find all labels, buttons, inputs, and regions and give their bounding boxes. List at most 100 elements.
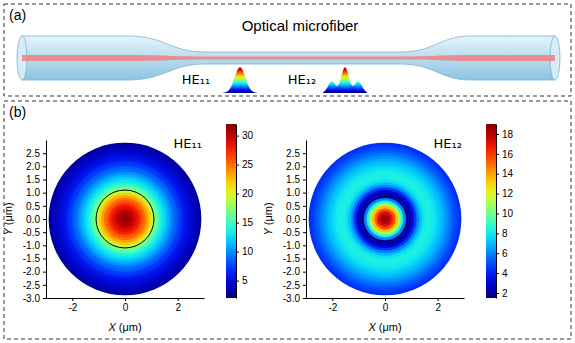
tick: -2.5 <box>23 280 46 291</box>
tick: 2 <box>496 288 508 299</box>
tick-label: 2.0 <box>286 161 300 172</box>
tick-label: 1.0 <box>26 187 40 198</box>
tick-mark <box>43 245 46 246</box>
tick-label: 12 <box>502 188 514 199</box>
tick: -2 <box>68 298 77 313</box>
tick-mark <box>303 298 306 299</box>
tick-mark <box>303 285 306 286</box>
tick-mark <box>496 293 499 294</box>
tick-mark <box>178 298 179 301</box>
heatmap-ring <box>343 177 427 261</box>
tick: 5 <box>236 275 248 286</box>
tick-mark <box>496 233 499 234</box>
heatmap-ring <box>367 201 404 238</box>
axis: 24681012141618 <box>496 125 514 299</box>
tick-mark <box>43 193 46 194</box>
heatmap-ring <box>353 187 416 250</box>
heatmap-ring <box>346 180 425 259</box>
axis: 2.52.01.51.00.50.0-0.5-1.0-1.5-2.0-2.5-3… <box>283 141 307 304</box>
axis-line <box>496 125 497 299</box>
tick-mark <box>43 166 46 167</box>
tick-label: 0.5 <box>286 201 300 212</box>
panel-frame <box>4 101 571 339</box>
heatmap-ring <box>62 156 188 282</box>
heatmap-ring <box>120 214 131 225</box>
heatmap-ring <box>86 180 165 259</box>
tick: 8 <box>496 228 508 239</box>
tick: 6 <box>496 248 508 259</box>
heatmap-ring <box>112 206 138 232</box>
axis-line <box>306 141 307 299</box>
heatmap-ring <box>348 182 422 256</box>
tick: -3.0 <box>23 293 46 304</box>
tick-mark <box>43 285 46 286</box>
colorbar <box>226 124 236 298</box>
tick-label: 6 <box>502 248 508 259</box>
heatmap-ring <box>338 172 433 267</box>
mode-label: HE₁₂ <box>288 72 316 87</box>
tick: 1.0 <box>286 187 306 198</box>
heatmap-ring <box>324 158 445 279</box>
tick: 10 <box>496 208 514 219</box>
tick-mark <box>496 134 499 135</box>
tick: 2.0 <box>286 161 306 172</box>
heatmap-ring <box>314 148 456 290</box>
tick-mark <box>43 219 46 220</box>
tick-mark <box>303 272 306 273</box>
heatmap-ring <box>356 190 414 248</box>
heatmap-ring <box>83 177 167 261</box>
heatmap-ring <box>330 164 441 275</box>
tick-label: -3.0 <box>283 293 301 304</box>
tick: 1.0 <box>26 187 46 198</box>
tick: 1.5 <box>26 174 46 185</box>
axis-title-unit: (μm) <box>2 202 14 228</box>
heatmap-ring <box>93 187 156 250</box>
tick-label: -0.5 <box>283 227 301 238</box>
heatmap-ring <box>311 145 458 292</box>
tick-label: 0.5 <box>26 201 40 212</box>
heatmap-ring <box>51 145 198 292</box>
tick-label: 0.0 <box>286 214 300 225</box>
tick: 0 <box>123 298 129 313</box>
tick: 20 <box>236 188 254 199</box>
heatmap-ring <box>117 211 133 227</box>
axis-title-unit: (μm) <box>116 321 142 333</box>
tick-mark <box>43 298 46 299</box>
tick: 2.0 <box>26 161 46 172</box>
heatmap-ring <box>104 198 146 240</box>
tick-mark <box>303 153 306 154</box>
tick: 1.5 <box>286 174 306 185</box>
tick-label: -1.0 <box>23 240 41 251</box>
tick-label: 30 <box>242 130 254 141</box>
tick: -2 <box>328 298 337 313</box>
fiber-core <box>22 55 555 61</box>
heatmap-ring <box>351 185 419 253</box>
heatmap-ring <box>59 153 191 285</box>
tick-label: 2 <box>435 302 441 313</box>
tick: 0.5 <box>26 201 46 212</box>
heatmap-ring <box>75 169 175 269</box>
tick-label: -2.0 <box>23 266 41 277</box>
tick-label: -2 <box>328 302 337 313</box>
tick: -0.5 <box>283 227 306 238</box>
axis-title-unit: (μm) <box>376 321 402 333</box>
axis-title-unit: (μm) <box>262 202 274 228</box>
tick: 2 <box>175 298 181 313</box>
heatmap-ring <box>114 208 135 229</box>
tick-label: -1.0 <box>283 240 301 251</box>
tick: 0 <box>383 298 389 313</box>
tick-mark <box>438 298 439 301</box>
tick-mark <box>496 194 499 195</box>
heatmap-ring <box>67 161 183 277</box>
tick: -2.0 <box>283 266 306 277</box>
tick-mark <box>43 259 46 260</box>
tick: -2.0 <box>23 266 46 277</box>
tick-mark <box>236 165 239 166</box>
axis-line <box>46 141 47 299</box>
tick-mark <box>303 232 306 233</box>
heatmap-ring <box>70 164 181 275</box>
tick: 30 <box>236 130 254 141</box>
tick-mark <box>72 298 73 301</box>
tick: -1.0 <box>283 240 306 251</box>
heatmap-ring <box>380 214 391 225</box>
